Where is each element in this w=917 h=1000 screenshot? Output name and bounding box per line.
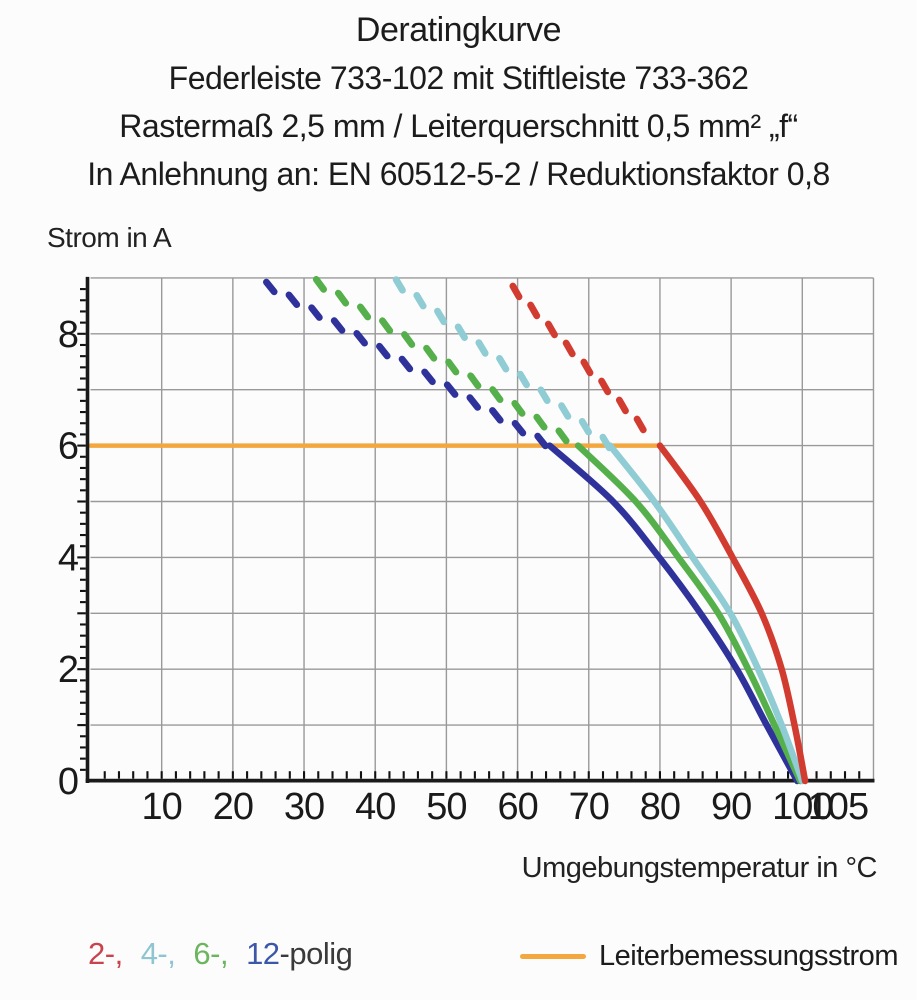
svg-text:2: 2 xyxy=(58,649,78,691)
legend-item-12polig-number: 12 xyxy=(246,936,280,971)
legend-item-6polig: 6-, xyxy=(193,936,229,971)
chart-subtitle-product: Federleiste 733-102 mit Stiftleiste 733-… xyxy=(168,60,749,96)
legend-pole-counts: 2-, 4-, 6-, 12 -polig xyxy=(88,936,353,972)
axes xyxy=(85,276,875,783)
svg-text:50: 50 xyxy=(426,786,466,828)
legend-reference-current: Leiterbemessungsstrom xyxy=(520,936,898,976)
chart-title: Deratingkurve xyxy=(355,11,562,49)
svg-text:0: 0 xyxy=(58,761,78,803)
svg-text:10: 10 xyxy=(142,786,182,828)
svg-text:4: 4 xyxy=(58,537,79,579)
title-block: Deratingkurve Federleiste 733-102 mit St… xyxy=(0,6,917,198)
series-12-polig xyxy=(262,278,801,785)
series-2-polig xyxy=(509,282,809,785)
orange-line-swatch xyxy=(520,953,586,959)
x-axis-label: Umgebungstemperatur in °C xyxy=(521,852,878,884)
legend-item-12polig: 12 -polig xyxy=(246,936,353,972)
legend-reference-label: Leiterbemessungsstrom xyxy=(599,940,898,972)
axis-ticks xyxy=(77,288,861,779)
svg-text:6: 6 xyxy=(58,426,78,468)
svg-text:105: 105 xyxy=(808,786,868,828)
svg-text:80: 80 xyxy=(640,786,680,828)
svg-text:60: 60 xyxy=(497,786,537,828)
legend-item-polig-suffix: -polig xyxy=(279,936,353,971)
svg-text:40: 40 xyxy=(355,786,395,828)
legend-item-2polig: 2-, xyxy=(88,936,123,971)
chart-subtitle-standard: In Anlehnung an: EN 60512-5-2 / Reduktio… xyxy=(87,156,830,192)
gridlines xyxy=(90,277,875,781)
y-axis-label: Strom in A xyxy=(47,222,172,253)
svg-text:90: 90 xyxy=(711,786,751,828)
svg-text:100: 100 xyxy=(772,786,832,828)
svg-text:70: 70 xyxy=(569,786,609,828)
svg-text:20: 20 xyxy=(213,786,253,828)
series-6-polig xyxy=(312,276,804,785)
svg-text:8: 8 xyxy=(58,314,78,356)
chart-subtitle-spec: Rastermaß 2,5 mm / Leiterquerschnitt 0,5… xyxy=(119,108,798,144)
series-4-polig xyxy=(392,276,806,785)
svg-text:30: 30 xyxy=(284,786,324,828)
legend-item-4polig: 4-, xyxy=(140,936,176,971)
